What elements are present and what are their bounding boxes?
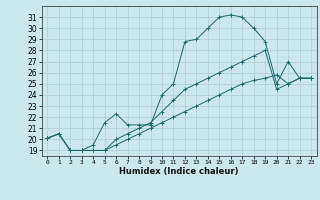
X-axis label: Humidex (Indice chaleur): Humidex (Indice chaleur): [119, 167, 239, 176]
